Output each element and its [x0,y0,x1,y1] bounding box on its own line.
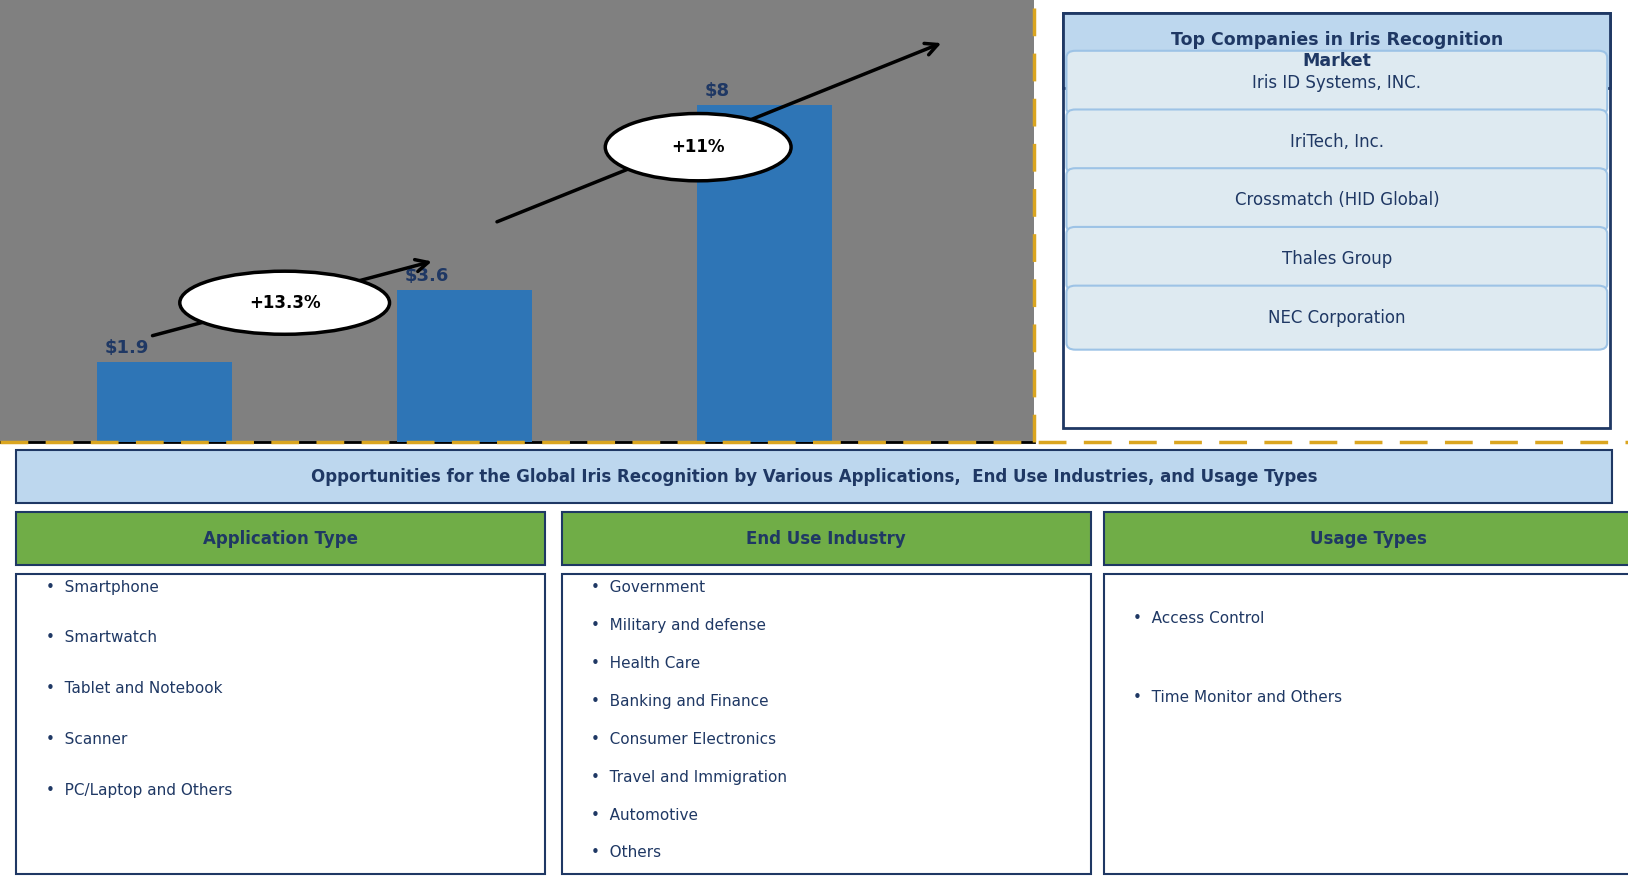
Text: +11%: +11% [671,138,724,156]
Text: •  Banking and Finance: • Banking and Finance [591,694,768,708]
FancyBboxPatch shape [1104,574,1628,874]
Ellipse shape [606,114,791,181]
Text: Crossmatch (HID Global): Crossmatch (HID Global) [1234,192,1439,209]
FancyBboxPatch shape [562,574,1091,874]
FancyBboxPatch shape [1104,512,1628,565]
Text: Iris ID Systems, INC.: Iris ID Systems, INC. [1252,74,1421,92]
Text: $1.9: $1.9 [104,338,150,357]
FancyBboxPatch shape [1066,285,1607,350]
Text: •  Tablet and Notebook: • Tablet and Notebook [46,682,221,696]
Bar [697,105,832,442]
Bar [98,362,233,442]
Text: •  Travel and Immigration: • Travel and Immigration [591,770,786,784]
Text: Source: Lucintel: Source: Lucintel [879,492,1019,507]
Text: IriTech, Inc.: IriTech, Inc. [1289,132,1384,150]
Text: •  Consumer Electronics: • Consumer Electronics [591,732,777,746]
FancyBboxPatch shape [16,574,545,874]
FancyBboxPatch shape [562,512,1091,565]
Text: +13.3%: +13.3% [249,294,321,312]
FancyBboxPatch shape [1063,13,1610,428]
Text: •  Military and defense: • Military and defense [591,618,765,632]
FancyBboxPatch shape [1066,50,1607,115]
Text: Thales Group: Thales Group [1281,250,1392,268]
FancyBboxPatch shape [1066,168,1607,232]
Text: Application Type: Application Type [204,530,358,547]
Text: •  Government: • Government [591,580,705,594]
FancyBboxPatch shape [1066,227,1607,291]
Text: •  Smartwatch: • Smartwatch [46,630,156,645]
Text: NEC Corporation: NEC Corporation [1268,309,1405,327]
Text: Usage Types: Usage Types [1311,530,1426,547]
Text: •  Access Control: • Access Control [1133,611,1265,625]
Text: •  Smartphone: • Smartphone [46,580,158,594]
FancyBboxPatch shape [1063,13,1610,88]
Bar [397,291,532,442]
Text: End Use Industry: End Use Industry [746,530,907,547]
Text: Opportunities for the Global Iris Recognition by Various Applications,  End Use : Opportunities for the Global Iris Recogn… [311,468,1317,486]
Text: $3.6: $3.6 [404,267,449,285]
Text: •  PC/Laptop and Others: • PC/Laptop and Others [46,783,231,797]
FancyBboxPatch shape [16,450,1612,503]
FancyBboxPatch shape [16,512,545,565]
Text: •  Health Care: • Health Care [591,656,700,670]
Ellipse shape [179,271,389,335]
Text: Top Companies in Iris Recognition
Market: Top Companies in Iris Recognition Market [1171,32,1503,70]
Text: •  Time Monitor and Others: • Time Monitor and Others [1133,691,1341,705]
Text: •  Scanner: • Scanner [46,732,127,747]
Text: •  Others: • Others [591,846,661,860]
FancyBboxPatch shape [1066,109,1607,173]
Text: $8: $8 [705,82,729,100]
Text: •  Automotive: • Automotive [591,808,698,822]
